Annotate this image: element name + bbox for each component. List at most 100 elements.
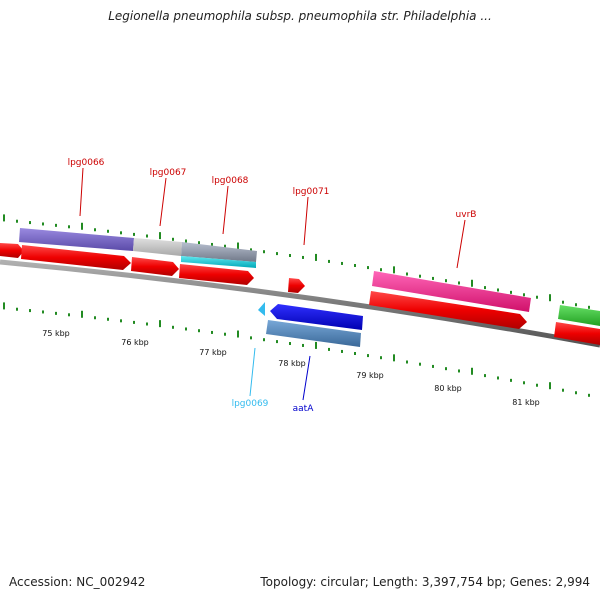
outer-tick-major [81, 222, 83, 230]
gene-label-aatA[interactable]: aatA [293, 404, 315, 414]
outer-tick-major [393, 266, 395, 274]
inner-tick-minor [536, 383, 538, 387]
cog-band-inner [266, 320, 361, 347]
inner-tick-minor [588, 393, 590, 397]
outer-tick-row [3, 214, 590, 309]
outer-tick-minor [510, 290, 512, 294]
outer-tick-minor [68, 225, 70, 229]
inner-tick-minor [354, 352, 356, 356]
outer-tick-major [549, 294, 551, 302]
inner-tick-minor [172, 325, 174, 329]
gene-label-lpg0069[interactable]: lpg0069 [232, 399, 269, 409]
ruler-label-78kbp: 78 kbp [278, 359, 306, 368]
outer-tick-minor [276, 252, 278, 256]
outer-tick-minor [419, 274, 421, 278]
inner-tick-major [237, 330, 239, 338]
cog-band-outer [19, 228, 600, 326]
outer-tick-major [315, 253, 317, 261]
cog-feature-aatA[interactable] [266, 320, 361, 347]
outer-tick-minor [42, 222, 44, 226]
inner-tick-minor [94, 316, 96, 320]
outer-tick-minor [354, 264, 356, 268]
cds-arrow-uvrB[interactable] [369, 291, 527, 329]
inner-tick-minor [16, 307, 18, 311]
cog-feature-lpg0067[interactable] [133, 238, 182, 256]
outer-tick-major [159, 232, 161, 240]
cds-arrow-lpg0065[interactable] [0, 243, 24, 258]
outer-tick-minor [224, 244, 226, 248]
cds-arrow-lpg0071[interactable] [288, 278, 305, 293]
cog-feature-lpg0066[interactable] [19, 228, 134, 251]
inner-tick-minor [484, 374, 486, 378]
outer-tick-minor [367, 266, 369, 270]
outer-tick-major [237, 242, 239, 250]
inner-tick-minor [263, 338, 265, 342]
gene-label-lpg0067[interactable]: lpg0067 [150, 168, 187, 178]
cds-arrow-lpg0066[interactable] [21, 245, 131, 270]
outer-tick-major [3, 214, 5, 222]
inner-tick-minor [250, 336, 252, 340]
ruler-label-80kbp: 80 kbp [434, 384, 462, 393]
outer-tick-minor [172, 237, 174, 241]
genome-backbone [0, 259, 600, 348]
inner-tick-minor [68, 313, 70, 317]
inner-tick-minor [185, 327, 187, 331]
cog-feature-lpg0068-cyan[interactable] [181, 256, 256, 268]
outer-tick-minor [380, 268, 382, 272]
inner-tick-minor [510, 378, 512, 382]
inner-tick-minor [211, 330, 213, 334]
inner-tick-minor [523, 381, 525, 385]
ruler-label-75kbp: 75 kbp [42, 329, 70, 338]
inner-tick-minor [458, 369, 460, 373]
cds-arrow-lpg0068[interactable] [179, 264, 254, 285]
inner-tick-minor [406, 360, 408, 364]
inner-tick-row [3, 302, 590, 397]
outer-tick-minor [198, 241, 200, 245]
outer-tick-minor [211, 242, 213, 246]
inner-tick-minor [276, 340, 278, 344]
outer-tick-minor [16, 219, 18, 223]
inner-tick-minor [289, 342, 291, 346]
gene-label-lpg0071[interactable]: lpg0071 [293, 187, 330, 197]
outer-tick-minor [120, 231, 122, 235]
cds-arrow-aatA[interactable] [270, 304, 363, 330]
outer-tick-minor [432, 276, 434, 280]
inner-tick-major [3, 302, 5, 310]
reverse-cds-track [258, 302, 363, 330]
outer-tick-minor [562, 300, 564, 304]
outer-tick-minor [185, 239, 187, 243]
inner-tick-minor [146, 322, 148, 326]
inner-tick-minor [497, 376, 499, 380]
outer-tick-minor [302, 255, 304, 259]
outer-tick-minor [328, 259, 330, 263]
inner-tick-major [393, 354, 395, 362]
cds-arrow-lpg0069[interactable] [258, 302, 265, 316]
outer-tick-minor [575, 303, 577, 307]
inner-tick-minor [29, 309, 31, 313]
gene-label-lpg0068[interactable]: lpg0068 [212, 176, 249, 186]
inner-tick-minor [55, 311, 57, 315]
outer-tick-minor [588, 305, 590, 309]
inner-tick-major [471, 367, 473, 375]
inner-tick-minor [107, 317, 109, 321]
inner-tick-minor [575, 391, 577, 395]
outer-tick-minor [341, 261, 343, 265]
cds-arrow-lpg0067[interactable] [131, 257, 179, 276]
inner-tick-minor [42, 310, 44, 314]
ruler-label-79kbp: 79 kbp [356, 371, 384, 380]
cog-feature-green[interactable] [558, 305, 600, 326]
gene-label-lpg0066[interactable]: lpg0066 [68, 158, 105, 168]
cog-feature-lpg0068[interactable] [181, 242, 257, 262]
cog-feature-uvrB[interactable] [372, 271, 531, 312]
inner-tick-major [159, 320, 161, 328]
inner-tick-minor [120, 319, 122, 323]
gene-label-uvrB[interactable]: uvrB [456, 210, 477, 220]
inner-tick-minor [133, 320, 135, 324]
inner-tick-minor [419, 362, 421, 366]
outer-tick-minor [289, 254, 291, 258]
cds-arrow-next[interactable] [554, 322, 600, 345]
inner-tick-minor [224, 332, 226, 336]
outer-tick-minor [55, 223, 57, 227]
outer-tick-major [471, 279, 473, 287]
